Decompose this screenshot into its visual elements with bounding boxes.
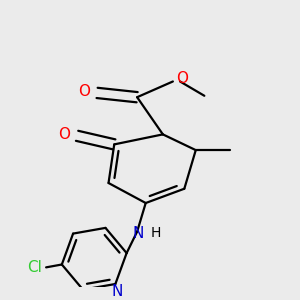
Text: O: O	[58, 127, 70, 142]
Text: N: N	[111, 284, 122, 299]
Text: O: O	[78, 84, 90, 99]
Text: O: O	[176, 71, 188, 86]
Text: Cl: Cl	[27, 260, 42, 275]
Text: N: N	[133, 226, 144, 241]
Text: H: H	[151, 226, 161, 240]
